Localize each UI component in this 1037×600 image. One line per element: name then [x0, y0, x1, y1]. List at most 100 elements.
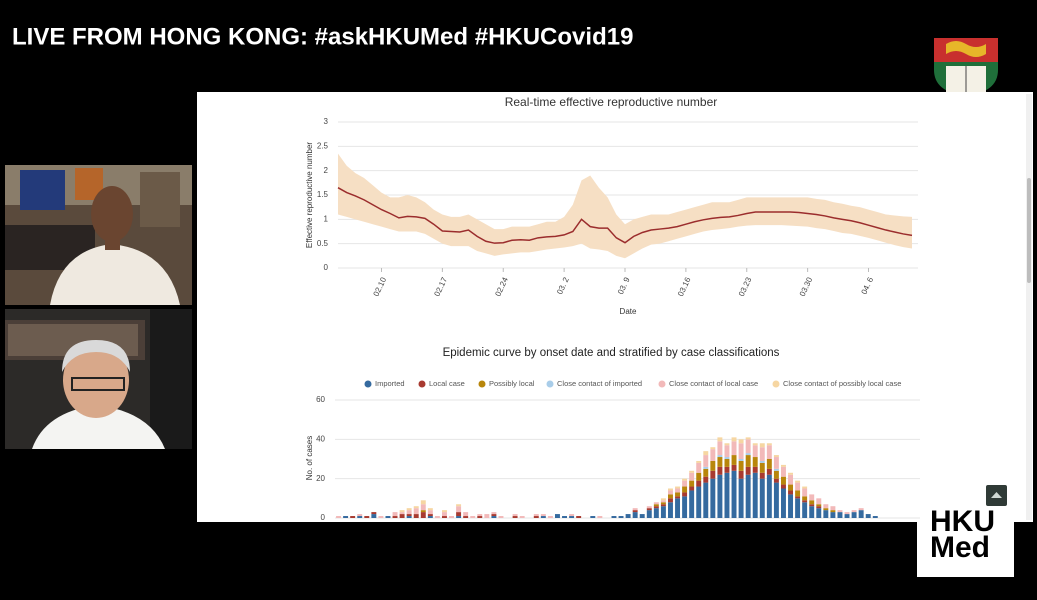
bar-segment [745, 453, 751, 456]
bar-segment [413, 514, 419, 518]
bar-segment [682, 496, 688, 518]
bar-segment [689, 470, 695, 473]
bar-segment [809, 506, 815, 518]
y-tick-label: 1 [324, 214, 329, 223]
bar-segment [780, 484, 786, 489]
bar-segment [427, 516, 433, 518]
bar-segment [632, 508, 638, 511]
y-tick-label: 40 [316, 434, 325, 443]
bar-segment [540, 516, 546, 518]
bar-segment [773, 482, 779, 518]
bar-segment [788, 484, 794, 491]
bar-segment [625, 514, 631, 518]
bar-segment [427, 510, 433, 515]
bar-segment [795, 482, 801, 491]
bar-segment [357, 514, 363, 517]
bar-segment [406, 516, 412, 518]
bar-segment [632, 510, 638, 513]
scrollbar-track [1026, 94, 1032, 520]
bar-segment [731, 441, 737, 456]
bar-segment [780, 466, 786, 477]
y-tick-label: 0 [324, 263, 329, 272]
bar-segment [569, 516, 575, 518]
bar-segment [865, 514, 871, 518]
bar-segment [597, 516, 603, 518]
legend-label: Possibly local [489, 379, 535, 388]
bar-segment [667, 502, 673, 518]
bar-segment [844, 514, 850, 518]
bar-segment [456, 512, 462, 517]
bar-segment [540, 514, 546, 517]
legend-swatch [364, 380, 372, 388]
bar-segment [413, 506, 419, 509]
bar-segment [696, 462, 702, 473]
bar-segment [703, 455, 709, 467]
legend-label: Close contact of imported [557, 379, 642, 388]
bar-segment [802, 496, 808, 501]
bar-segment [420, 512, 426, 518]
bar-segment [364, 516, 370, 518]
bar-segment [717, 441, 723, 456]
bar-segment [752, 443, 758, 446]
bar-segment [470, 516, 476, 518]
bar-segment [371, 514, 377, 518]
bar-segment [392, 516, 398, 518]
bar-segment [569, 514, 575, 517]
bar-segment [710, 478, 716, 518]
bar-segment [724, 472, 730, 518]
bar-segment [406, 514, 412, 517]
bar-segment [456, 506, 462, 513]
bar-segment [449, 516, 455, 518]
bar-segment [703, 451, 709, 456]
y-tick-label: 1.5 [317, 190, 329, 199]
bar-segment [653, 508, 659, 518]
bar-segment [780, 476, 786, 485]
bar-segment [491, 516, 497, 518]
bar-segment [738, 470, 744, 479]
bar-segment [392, 512, 398, 517]
bar-segment [823, 508, 829, 511]
bar-segment [562, 516, 568, 518]
bar-segment [816, 506, 822, 509]
legend-swatch [546, 380, 554, 388]
legend-swatch [418, 380, 426, 388]
bar-segment [399, 510, 405, 513]
bar-segment [759, 460, 765, 463]
bar-segment [752, 457, 758, 467]
x-axis-label: Date [620, 307, 637, 316]
bar-segment [590, 516, 596, 518]
bar-segment [717, 466, 723, 475]
bar-segment [498, 516, 504, 518]
bar-segment [703, 482, 709, 518]
bar-segment [802, 486, 808, 489]
bar-segment [837, 512, 843, 518]
bar-segment [696, 460, 702, 463]
chart-title: Epidemic curve by onset date and stratif… [443, 347, 780, 359]
bar-segment [837, 510, 843, 513]
bar-segment [434, 516, 440, 518]
bar-segment [660, 500, 666, 503]
bar-segment [667, 488, 673, 491]
bar-segment [456, 504, 462, 507]
bar-segment [830, 510, 836, 513]
bar-segment [350, 516, 356, 518]
bar-segment [420, 504, 426, 511]
bar-segment [427, 514, 433, 517]
bar-segment [660, 506, 666, 518]
scroll-to-top-button[interactable] [986, 485, 1007, 506]
bar-segment [745, 439, 751, 454]
bar-segment [766, 445, 772, 459]
bar-segment [639, 514, 645, 518]
scrollbar-thumb[interactable] [1027, 178, 1031, 283]
bar-segment [456, 516, 462, 518]
bar-segment [851, 510, 857, 513]
bar-segment [710, 460, 716, 471]
y-tick-label: 2.5 [317, 141, 329, 150]
bar-segment [653, 504, 659, 507]
bar-segment [441, 510, 447, 513]
bar-segment [745, 455, 751, 467]
bar-segment [653, 506, 659, 509]
y-axis-label: Effective reproductive number [305, 142, 314, 248]
bar-segment [738, 443, 744, 459]
